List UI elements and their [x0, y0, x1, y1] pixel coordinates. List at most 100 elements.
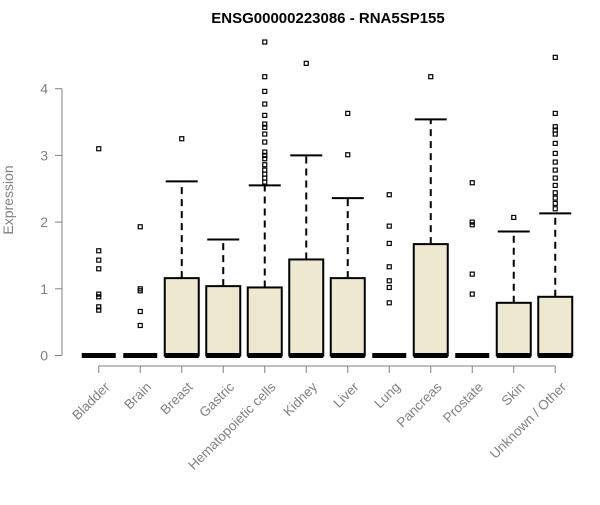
outlier-point — [469, 291, 475, 297]
y-tick-label: 0 — [40, 348, 48, 364]
boxes — [81, 39, 574, 358]
box-group — [246, 39, 283, 358]
outlier-point — [262, 149, 268, 155]
x-tick-label: Unknown / Other — [487, 379, 570, 462]
outlier-point — [345, 110, 351, 116]
outlier-point — [386, 223, 392, 229]
x-tick-label: Skin — [498, 379, 527, 408]
outlier-point — [552, 175, 558, 181]
outlier-point — [511, 214, 517, 221]
outlier-point — [262, 39, 268, 45]
box-group — [123, 224, 158, 358]
outlier-point — [428, 74, 434, 80]
outlier-point — [96, 291, 102, 297]
outlier-point — [552, 110, 558, 116]
box-body — [288, 258, 325, 357]
box-body — [537, 295, 574, 357]
box-body — [495, 301, 532, 357]
outlier-point — [303, 60, 309, 66]
outlier-point — [386, 264, 392, 270]
y-tick-label: 1 — [40, 281, 48, 297]
outlier-point — [262, 179, 268, 185]
outlier-point — [552, 182, 558, 189]
outlier-point — [96, 257, 102, 263]
box-group — [537, 54, 574, 358]
outlier-point — [552, 190, 558, 196]
outlier-point — [96, 146, 102, 152]
outlier-point — [552, 200, 558, 207]
outlier-point — [386, 192, 392, 198]
outlier-point — [262, 175, 268, 181]
box-body — [412, 243, 449, 357]
box-group — [205, 238, 242, 358]
outlier-point — [552, 124, 558, 130]
outlier-point — [552, 131, 558, 137]
outlier-point — [552, 150, 558, 156]
x-tick-label: Liver — [330, 379, 362, 411]
outlier-point — [96, 248, 102, 254]
box-body — [329, 277, 366, 357]
outlier-point — [262, 112, 268, 118]
outlier-point — [552, 167, 558, 173]
outlier-point — [96, 307, 102, 313]
x-tick-label: Lung — [371, 379, 403, 411]
box-body — [163, 277, 200, 357]
x-tick-label: Pancreas — [394, 379, 445, 430]
x-tick-label: Brain — [121, 379, 154, 412]
outlier-point — [262, 131, 268, 137]
outlier-point — [552, 54, 558, 60]
outlier-point — [386, 284, 392, 291]
outlier-point — [262, 88, 268, 94]
outlier-point — [262, 74, 268, 80]
outlier-point — [137, 308, 143, 315]
box-group — [372, 192, 407, 358]
outlier-point — [96, 294, 102, 300]
outlier-point — [262, 121, 268, 127]
outlier-point — [469, 271, 475, 277]
outlier-point — [96, 304, 102, 310]
y-tick-label: 3 — [40, 147, 48, 163]
y-axis-label: Expression — [0, 165, 16, 234]
x-tick-label: Kidney — [280, 379, 320, 419]
box-group — [495, 214, 532, 358]
box-body — [205, 285, 242, 357]
y-tick-label: 2 — [40, 214, 48, 230]
box-group — [329, 110, 366, 358]
chart-title: ENSG00000223086 - RNA5SP155 — [211, 10, 444, 27]
box-body — [246, 286, 283, 357]
outlier-point — [179, 136, 185, 142]
x-tick-label: Bladder — [69, 379, 113, 423]
outlier-point — [262, 162, 268, 168]
box-group — [455, 180, 490, 358]
outlier-point — [262, 171, 268, 177]
outlier-point — [262, 101, 268, 107]
outlier-point — [386, 278, 392, 284]
outlier-point — [345, 152, 351, 158]
outlier-point — [469, 222, 475, 228]
outlier-point — [262, 167, 268, 173]
outlier-point — [552, 195, 558, 201]
outlier-point — [552, 206, 558, 212]
outlier-point — [262, 139, 268, 145]
outlier-point — [262, 124, 268, 130]
outlier-point — [262, 156, 268, 162]
outlier-point — [262, 152, 268, 158]
y-tick-label: 4 — [40, 81, 48, 97]
outlier-point — [552, 159, 558, 165]
y-axis: 0 1 2 3 4 — [40, 81, 63, 364]
outlier-point — [137, 322, 143, 329]
x-tick-label: Prostate — [440, 379, 486, 425]
box-group — [163, 136, 200, 358]
x-tick-label: Gastric — [196, 379, 237, 420]
box-group — [81, 146, 116, 358]
box-group — [412, 74, 449, 358]
outlier-point — [386, 300, 392, 306]
outlier-point — [469, 180, 475, 186]
x-tick-label: Breast — [157, 379, 195, 417]
box-group — [288, 60, 325, 358]
outlier-point — [386, 240, 392, 247]
outlier-point — [469, 219, 475, 225]
outlier-point — [552, 140, 558, 146]
